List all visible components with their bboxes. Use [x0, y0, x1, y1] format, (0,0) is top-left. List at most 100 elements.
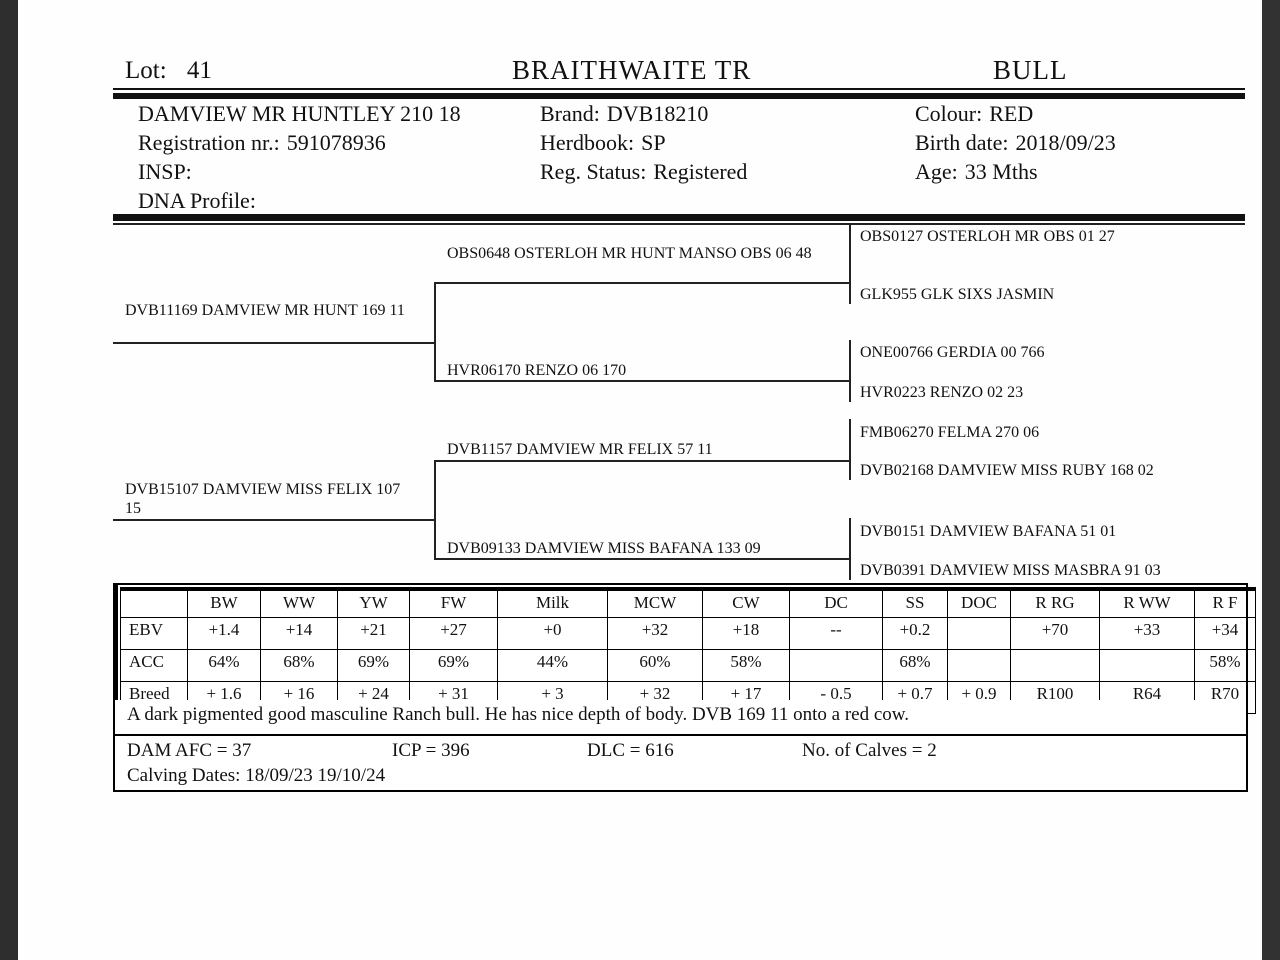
birth-date-value: 2018/09/23 [1015, 130, 1116, 155]
pedigree-connector-line [434, 282, 851, 284]
ebv-cell: +0.2 [882, 617, 948, 650]
ebv-col-header: FW [409, 588, 498, 618]
pedigree-ggp-name: DVB0391 DAMVIEW MISS MASBRA 91 03 [860, 562, 1161, 579]
dam-performance: DAM AFC = 37 ICP = 396 DLC = 616 No. of … [115, 736, 1246, 790]
animal-name: DAMVIEW MR HUNTLEY 210 18 [138, 101, 461, 126]
herdbook-line: Herdbook: SP [540, 130, 666, 156]
ebv-row-label: ACC [120, 649, 188, 682]
pedigree-ggp-bracket [849, 340, 851, 402]
ebv-cell: 58% [702, 649, 790, 682]
ebv-col-header: BW [187, 588, 261, 618]
ebv-table: BW WW YW FW Milk MCW CW DC SS DOC R RG R… [113, 583, 1256, 716]
ebv-row-label: EBV [120, 617, 188, 650]
ebv-col-header: CW [702, 588, 790, 618]
ebv-header-row: BW WW YW FW Milk MCW CW DC SS DOC R RG R… [120, 588, 1256, 618]
ebv-cell: 64% [187, 649, 261, 682]
dna-profile-label: DNA Profile: [138, 188, 256, 213]
ebv-col-header: R F [1194, 588, 1256, 618]
ebv-cell [789, 649, 883, 682]
ebv-cell: +0 [497, 617, 608, 650]
brand-line: Brand: DVB18210 [540, 101, 708, 127]
ebv-col-header: SS [882, 588, 948, 618]
header-rule [113, 88, 1245, 99]
pedigree-dam-underline [113, 519, 436, 521]
insp-label: INSP: [138, 159, 192, 184]
viewer-left-edge [0, 0, 18, 960]
colour-label: Colour: [915, 101, 983, 126]
notes-section: A dark pigmented good masculine Ranch bu… [113, 700, 1248, 792]
ebv-cell: -- [789, 617, 883, 650]
registration-value: 591078936 [286, 130, 386, 155]
ebv-cell: +33 [1099, 617, 1195, 650]
pedigree-sire-underline [113, 342, 436, 344]
age-value: 33 Mths [964, 159, 1038, 184]
reg-status-line: Reg. Status: Registered [540, 159, 747, 185]
ebv-cell: 58% [1194, 649, 1256, 682]
brand-label: Brand: [540, 101, 600, 126]
ebv-cell: 69% [409, 649, 498, 682]
pedigree-dam-bracket [434, 460, 436, 560]
ebv-cell: 44% [497, 649, 608, 682]
pedigree-ggp-name: DVB02168 DAMVIEW MISS RUBY 168 02 [860, 462, 1154, 479]
ebv-cell: +32 [607, 617, 703, 650]
ebv-cell: +18 [702, 617, 790, 650]
age-line: Age: 33 Mths [915, 159, 1038, 185]
lot-label: Lot: [125, 57, 167, 84]
calving-dates: Calving Dates: 18/09/23 19/10/24 [127, 765, 386, 786]
dam-calves-count: No. of Calves = 2 [802, 740, 937, 761]
pedigree-connector-line [434, 380, 851, 382]
dam-afc: DAM AFC = 37 [127, 740, 252, 761]
age-label: Age: [915, 159, 958, 184]
pedigree-dam-name: DVB15107 DAMVIEW MISS FELIX 107 15 [125, 481, 401, 517]
pedigree-sire-sire-name: OBS0648 OSTERLOH MR HUNT MANSO OBS 06 48 [447, 245, 812, 262]
birth-date-label: Birth date: [915, 130, 1009, 155]
description-text: A dark pigmented good masculine Ranch bu… [115, 700, 1246, 736]
ebv-cell: +21 [337, 617, 410, 650]
pedigree-dam-sire-name: DVB1157 DAMVIEW MR FELIX 57 11 [447, 441, 713, 458]
pedigree-ggp-name: DVB0151 DAMVIEW BAFANA 51 01 [860, 523, 1117, 540]
ebv-col-header: R RG [1010, 588, 1100, 618]
ebv-cell [1099, 649, 1195, 682]
colour-value: RED [989, 101, 1034, 126]
pedigree-connector-line [434, 460, 851, 462]
animal-category: BULL [993, 55, 1068, 85]
lot-line: Lot: 41 [125, 57, 212, 85]
pedigree-ggp-bracket [849, 225, 851, 304]
pedigree-ggp-bracket [849, 419, 851, 480]
seller-name: BRAITHWAITE TR [512, 55, 752, 85]
ebv-cell: 60% [607, 649, 703, 682]
pedigree-connector-line [434, 558, 851, 560]
info-rule [113, 214, 1245, 225]
ebv-col-header [120, 588, 188, 618]
ebv-col-header: WW [260, 588, 338, 618]
ebv-col-header: R WW [1099, 588, 1195, 618]
ebv-col-header: DOC [947, 588, 1011, 618]
ebv-cell: +70 [1010, 617, 1100, 650]
ebv-cell: +34 [1194, 617, 1256, 650]
colour-line: Colour: RED [915, 101, 1033, 127]
pedigree-ggp-name: OBS0127 OSTERLOH MR OBS 01 27 [860, 228, 1115, 245]
ebv-cell: 69% [337, 649, 410, 682]
herdbook-label: Herdbook: [540, 130, 635, 155]
viewer-right-edge [1262, 0, 1280, 960]
dam-icp: ICP = 396 [392, 740, 470, 761]
pedigree-ggp-name: FMB06270 FELMA 270 06 [860, 424, 1040, 441]
ebv-col-header: MCW [607, 588, 703, 618]
herdbook-value: SP [641, 130, 666, 155]
ebv-row: EBV +1.4 +14 +21 +27 +0 +32 +18 -- +0.2 … [120, 617, 1256, 650]
ebv-cell: +14 [260, 617, 338, 650]
pedigree-ggp-name: GLK955 GLK SIXS JASMIN [860, 286, 1055, 303]
pedigree-sire-dam-name: HVR06170 RENZO 06 170 [447, 362, 627, 379]
pedigree-sire-bracket [434, 282, 436, 382]
ebv-cell: +27 [409, 617, 498, 650]
ebv-col-header: DC [789, 588, 883, 618]
birth-date-line: Birth date: 2018/09/23 [915, 130, 1116, 156]
registration-line: Registration nr.: 591078936 [138, 130, 386, 156]
brand-value: DVB18210 [606, 101, 709, 126]
ebv-cell [947, 649, 1011, 682]
dam-dlc: DLC = 616 [587, 740, 674, 761]
pedigree-ggp-bracket [849, 518, 851, 580]
reg-status-value: Registered [653, 159, 748, 184]
pedigree-ggp-name: HVR0223 RENZO 02 23 [860, 384, 1024, 401]
